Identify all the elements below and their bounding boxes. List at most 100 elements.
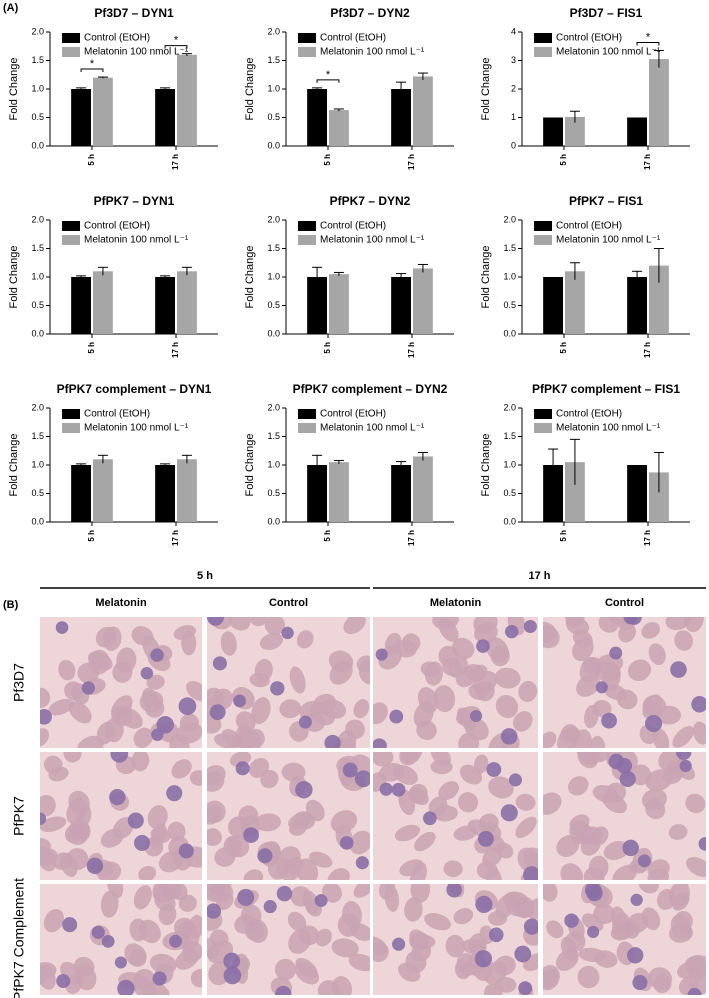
bar xyxy=(565,116,585,146)
panel-label: (A) xyxy=(3,2,19,14)
nucleus xyxy=(243,827,259,843)
cell xyxy=(641,622,661,639)
x-tick-label: 5 h xyxy=(559,342,568,354)
bar xyxy=(307,465,327,522)
cell xyxy=(433,685,456,713)
cell xyxy=(453,908,474,925)
cells xyxy=(40,884,202,995)
cell xyxy=(648,643,666,666)
bar xyxy=(543,117,563,146)
nucleus xyxy=(109,788,126,806)
cell xyxy=(190,969,202,988)
x-tick-label: 5 h xyxy=(323,342,332,354)
nucleus xyxy=(178,697,197,716)
y-tick-label: 2 xyxy=(511,83,516,93)
cell xyxy=(220,631,237,656)
cell xyxy=(618,622,636,643)
cell xyxy=(171,759,192,779)
nucleus xyxy=(389,709,404,724)
cell xyxy=(413,701,434,728)
nucleus xyxy=(586,884,603,902)
x-tick-label: 17 h xyxy=(171,342,180,358)
bar xyxy=(71,277,91,334)
nucleus xyxy=(101,935,115,948)
cell xyxy=(288,812,313,829)
cell xyxy=(373,702,388,725)
cell xyxy=(373,752,394,767)
y-tick-label: 2.0 xyxy=(267,402,280,412)
nucleus xyxy=(508,773,522,787)
cell xyxy=(77,735,104,748)
cell xyxy=(456,953,478,976)
y-tick-label: 0.0 xyxy=(267,140,280,150)
nucleus xyxy=(601,712,617,729)
nucleus xyxy=(522,866,538,880)
cell xyxy=(594,950,618,968)
cell xyxy=(112,661,133,683)
cell xyxy=(349,830,370,855)
nucleus xyxy=(609,646,623,660)
cell xyxy=(73,956,95,977)
nucleus xyxy=(691,696,706,713)
cell xyxy=(40,964,56,990)
cell xyxy=(652,727,670,748)
micrograph xyxy=(543,617,706,748)
nucleus xyxy=(81,681,96,695)
cell xyxy=(394,824,420,842)
cell xyxy=(342,901,362,928)
cell xyxy=(692,721,706,745)
nucleus xyxy=(281,626,294,640)
significance-bracket xyxy=(164,45,188,49)
cell xyxy=(259,633,284,650)
chart-title: PfPK7 – DYN2 xyxy=(330,194,411,208)
cell xyxy=(594,661,621,683)
nucleus xyxy=(392,937,406,951)
cell xyxy=(556,835,580,858)
cell xyxy=(577,826,603,845)
nucleus xyxy=(86,857,104,875)
y-tick-label: 0.0 xyxy=(267,516,280,526)
cell xyxy=(356,655,370,673)
legend-label: Melatonin 100 nmol L⁻¹ xyxy=(556,423,661,434)
nucleus xyxy=(670,661,687,678)
nucleus xyxy=(477,830,494,847)
legend-swatch xyxy=(298,235,316,245)
y-tick-label: 1.5 xyxy=(267,55,280,65)
cell xyxy=(228,617,251,631)
cell xyxy=(66,797,87,825)
x-tick-label: 17 h xyxy=(171,154,180,170)
micrograph xyxy=(373,617,538,748)
cell xyxy=(64,681,84,701)
cell xyxy=(309,851,333,868)
cell xyxy=(543,884,558,902)
cell xyxy=(255,813,282,832)
cell xyxy=(302,890,320,915)
nucleus xyxy=(645,714,663,733)
cell xyxy=(329,660,353,685)
cell xyxy=(543,792,562,815)
cell xyxy=(321,884,343,903)
significance-marker: * xyxy=(174,35,179,47)
cell xyxy=(592,699,612,718)
nucleus xyxy=(698,837,706,851)
bar xyxy=(649,472,669,522)
cell xyxy=(317,980,340,995)
cells xyxy=(40,621,202,748)
cell xyxy=(40,794,56,817)
cell xyxy=(543,626,560,649)
column-label: Control xyxy=(269,597,308,609)
nucleus xyxy=(470,709,483,723)
micrograph xyxy=(207,617,370,748)
cell xyxy=(424,661,444,686)
y-tick-label: 3 xyxy=(511,55,516,65)
row-label: Pf3D7 xyxy=(11,663,27,702)
y-tick-label: 0 xyxy=(511,140,516,150)
cell xyxy=(543,731,557,748)
x-tick-label: 17 h xyxy=(407,154,416,170)
cell xyxy=(40,816,67,833)
cell xyxy=(598,617,620,633)
cell xyxy=(321,699,347,719)
cell xyxy=(207,828,222,846)
nucleus xyxy=(150,648,164,662)
cell xyxy=(560,863,583,880)
